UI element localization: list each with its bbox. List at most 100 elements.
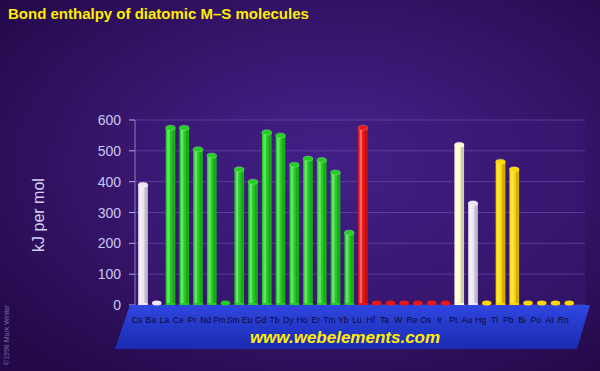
no-data-dot (221, 301, 231, 306)
category-label: Yb (338, 315, 349, 325)
source-text: www.webelements.com (250, 328, 440, 347)
category-label: Tl (491, 315, 498, 325)
bar-shade (268, 134, 271, 303)
category-label: Cs (132, 315, 142, 325)
category-label: Hf (367, 315, 376, 325)
bar-highlight (195, 151, 197, 303)
bar-top (317, 158, 327, 163)
tick-label: 200 (98, 235, 122, 251)
category-label: Ta (380, 315, 389, 325)
tick-label: 500 (98, 143, 122, 159)
bar-highlight (181, 130, 183, 303)
bar-shade (337, 174, 340, 303)
tick-label: 600 (98, 112, 122, 128)
no-data-dot (427, 301, 437, 306)
tick-mark (129, 120, 135, 121)
category-label: Pt (449, 315, 458, 325)
no-data-dot (482, 301, 492, 306)
no-data-dot (523, 301, 533, 306)
no-data-dot (564, 301, 574, 306)
bar-shade (296, 167, 299, 303)
bar-top (179, 125, 189, 130)
bar-highlight (511, 171, 513, 303)
background (0, 0, 600, 371)
category-label: Rn (558, 315, 569, 325)
bar-shade (186, 130, 189, 303)
bar-shade (516, 171, 519, 303)
no-data-dot (537, 301, 547, 306)
bar-highlight (236, 171, 238, 303)
no-data-dot (152, 301, 162, 306)
category-label: Hg (475, 315, 486, 325)
bar-shade (474, 205, 477, 303)
bar-shade (282, 137, 285, 303)
category-label: La (160, 315, 170, 325)
tick-label: 300 (98, 205, 122, 221)
bar (276, 135, 286, 305)
tick-mark (129, 243, 135, 244)
bar-top (166, 125, 176, 130)
category-label: Ir (437, 315, 442, 325)
credit: ©1998 Mark Winter (3, 304, 10, 365)
category-label: Ho (297, 315, 308, 325)
bar-top (454, 142, 464, 147)
bar-top (331, 170, 341, 175)
bar (262, 132, 272, 305)
bar-highlight (470, 205, 472, 303)
bar (454, 145, 464, 305)
tick-label: 400 (98, 174, 122, 190)
category-label: Ba (146, 315, 157, 325)
category-label: Po (531, 315, 542, 325)
no-data-dot (441, 301, 451, 306)
bar (358, 128, 368, 305)
no-data-dot (413, 301, 423, 306)
bar-highlight (360, 130, 362, 303)
bar (509, 169, 519, 305)
chart: 0100200300400500600CsBaLaCePrNdPmSmEuGdT… (0, 0, 600, 371)
category-label: Dy (283, 315, 294, 325)
category-label: Pb (503, 315, 514, 325)
bar-shade (461, 147, 464, 303)
bar (179, 128, 189, 305)
category-label: Tm (323, 315, 335, 325)
bar-top (344, 230, 354, 235)
tick-mark (129, 212, 135, 213)
bar (207, 155, 217, 305)
bar-top (289, 162, 299, 167)
bar-shade (364, 130, 367, 303)
bar-highlight (167, 130, 169, 303)
category-label: Ce (173, 315, 184, 325)
bar (331, 172, 341, 305)
category-label: Tb (270, 315, 280, 325)
bar-top (496, 159, 506, 164)
bar (248, 182, 258, 305)
category-label: Au (462, 315, 473, 325)
tick-mark (129, 274, 135, 275)
category-label: Gd (255, 315, 267, 325)
bar-shade (351, 235, 354, 303)
bar (317, 160, 327, 305)
bar-top (468, 201, 478, 206)
bar-top (303, 156, 313, 161)
bar-highlight (497, 164, 499, 303)
bar (496, 162, 506, 305)
bar-shade (309, 161, 312, 303)
y-axis-label: kJ per mol (30, 178, 47, 252)
bar-shade (241, 171, 244, 303)
no-data-dot (372, 301, 382, 306)
bar-highlight (208, 157, 210, 303)
bar-shade (144, 187, 147, 303)
bar-highlight (291, 167, 293, 303)
category-label: Er (312, 315, 321, 325)
bar-highlight (346, 235, 348, 303)
bar-top (358, 125, 368, 130)
y-axis (135, 120, 136, 305)
back-wall (135, 120, 585, 305)
bar-shade (172, 130, 175, 303)
tick-mark (129, 181, 135, 182)
category-label: Eu (242, 315, 253, 325)
bar-shade (199, 151, 202, 303)
tick-label: 0 (113, 297, 121, 313)
category-label: Pm (213, 315, 226, 325)
tick-mark (129, 150, 135, 151)
